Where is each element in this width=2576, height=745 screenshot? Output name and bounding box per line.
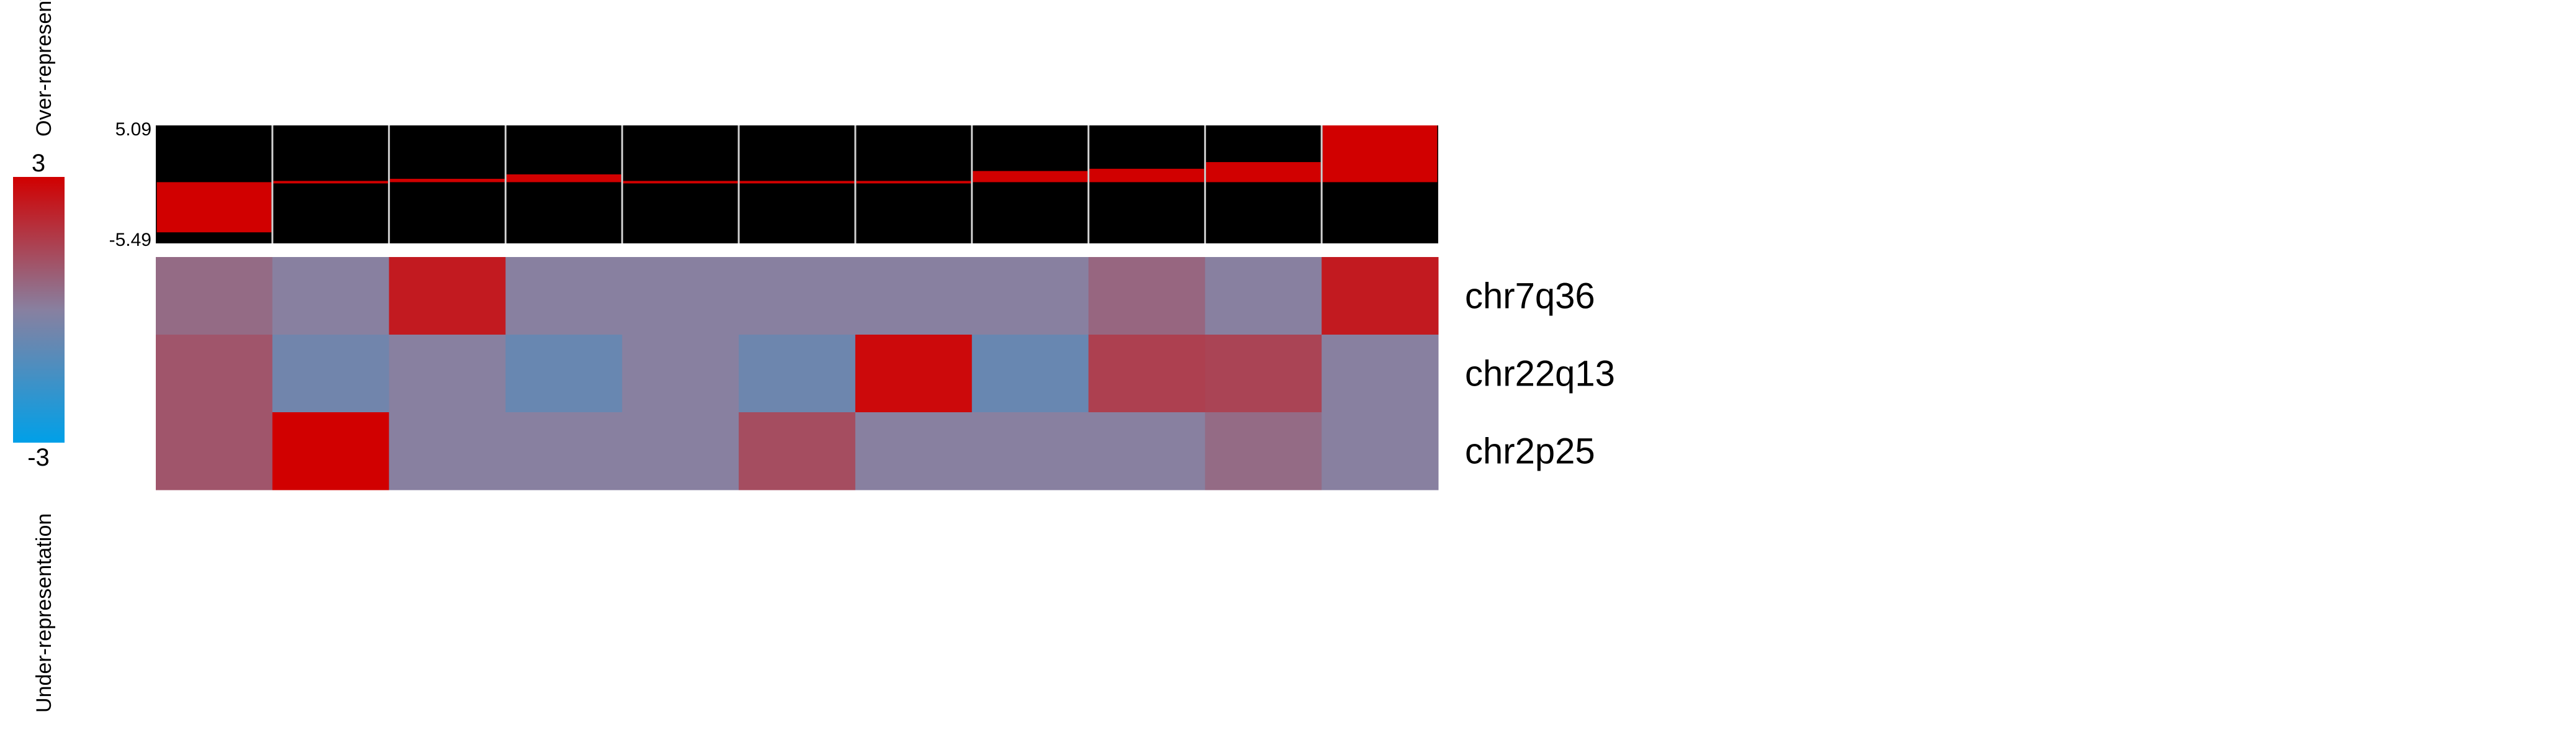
heatmap-cell xyxy=(971,257,1089,335)
colorbar-max-label: 3 xyxy=(32,150,45,177)
heatmap-cell xyxy=(1088,412,1205,490)
heatmap-cell xyxy=(156,257,273,335)
heatmap-cell xyxy=(855,335,973,413)
top-panel-background xyxy=(156,125,1438,243)
heatmap-cell xyxy=(1205,335,1322,413)
heatmap-cell xyxy=(505,335,623,413)
top-bar xyxy=(1205,162,1321,183)
heatmap-cell xyxy=(505,412,623,490)
heatmap-cell xyxy=(739,412,856,490)
heatmap-cell xyxy=(1205,257,1322,335)
row-label: chr22q13 xyxy=(1465,354,1615,394)
heatmap-cell xyxy=(1088,335,1205,413)
heatmap-cell xyxy=(389,257,506,335)
top-bar xyxy=(273,181,389,184)
heatmap-cell xyxy=(272,335,390,413)
top-bar xyxy=(973,171,1088,183)
row-label: chr7q36 xyxy=(1465,276,1595,317)
over-representation-label: Over-representation xyxy=(32,0,56,137)
top-bar xyxy=(1089,168,1204,183)
heatmap-cell xyxy=(855,257,973,335)
top-bar-panel: 5.09 -5.49 xyxy=(109,119,1438,250)
heatmap-cell xyxy=(971,335,1089,413)
row-label: chr2p25 xyxy=(1465,431,1595,472)
row-labels: chr7q36 chr22q13 chr2p25 xyxy=(1465,276,1615,472)
heatmap-cell xyxy=(156,412,273,490)
heatmap-cell xyxy=(1088,257,1205,335)
heatmap-cell xyxy=(156,335,273,413)
heatmap-cell xyxy=(1322,335,1439,413)
heatmap-cell xyxy=(389,412,506,490)
colorbar-min-label: -3 xyxy=(27,444,50,471)
top-ymax-label: 5.09 xyxy=(115,119,151,140)
heatmap-cell xyxy=(272,257,390,335)
heatmap-cell xyxy=(622,335,739,413)
heatmap-cell xyxy=(622,257,739,335)
heatmap-cell xyxy=(971,412,1089,490)
heatmap-cell xyxy=(739,257,856,335)
heatmap-panel xyxy=(156,257,1439,490)
heatmap-cell xyxy=(1322,412,1439,490)
heatmap-cell xyxy=(389,335,506,413)
color-legend: Over-representation 3 -3 Under-represent… xyxy=(13,0,65,713)
heatmap-cell xyxy=(272,412,390,490)
top-bar xyxy=(390,179,505,183)
heatmap-cell xyxy=(739,335,856,413)
colorbar-gradient xyxy=(13,177,65,443)
top-ymin-label: -5.49 xyxy=(109,230,151,250)
top-bar xyxy=(856,181,971,184)
heatmap-cell xyxy=(1322,257,1439,335)
top-bar xyxy=(506,174,621,183)
heatmap-cell xyxy=(1205,412,1322,490)
top-bar xyxy=(739,181,855,184)
heatmap-cell xyxy=(855,412,973,490)
heatmap-cell xyxy=(505,257,623,335)
top-bar xyxy=(623,181,738,184)
top-bar xyxy=(156,182,272,233)
top-bar xyxy=(1322,125,1438,183)
heatmap-cell xyxy=(622,412,739,490)
under-representation-label: Under-representation xyxy=(32,513,56,713)
